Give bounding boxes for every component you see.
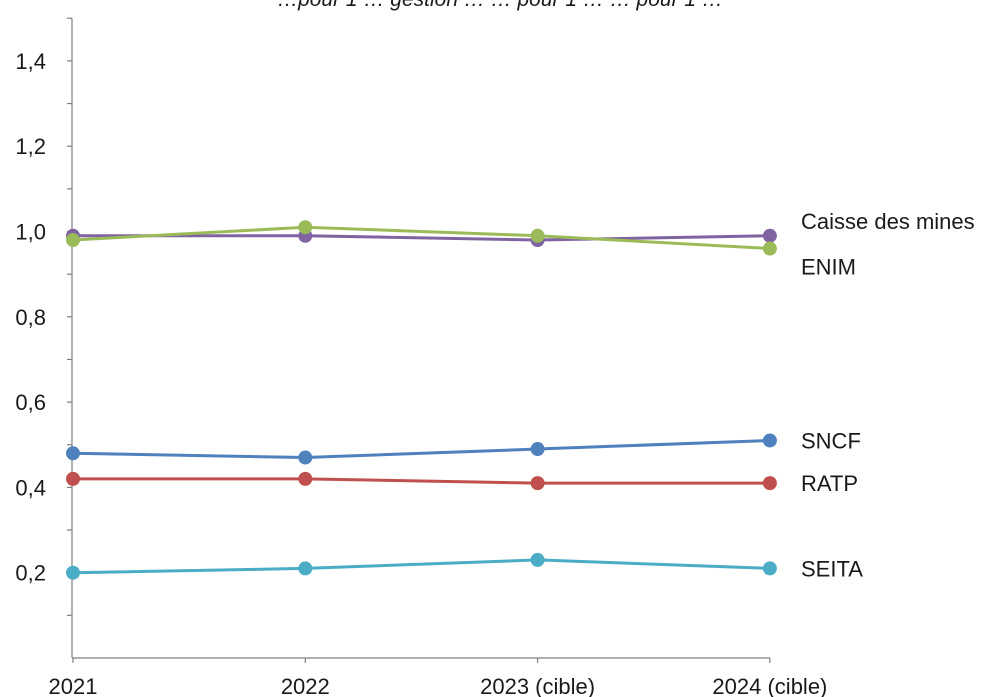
- y-tick-label: 0,6: [15, 390, 46, 415]
- data-point-ratp: [762, 476, 777, 491]
- series-line-sncf: [72, 438, 770, 460]
- series-label-caisse-des-mines: Caisse des mines: [801, 209, 975, 234]
- y-tick-label: 0,2: [15, 561, 46, 586]
- data-point-enim: [66, 233, 80, 248]
- series-line-ratp: [73, 477, 770, 485]
- chart-title: …pour 1 … gestion … … pour 1 … … pour 1 …: [277, 0, 723, 11]
- data-point-caisse-des-mines: [762, 228, 777, 243]
- y-tick-label: 1,2: [15, 134, 46, 159]
- x-tick-label: 2023 (cible): [480, 674, 595, 697]
- series-line-seita: [72, 558, 770, 575]
- x-tick-label: 2022: [281, 674, 330, 697]
- series-label-enim: ENIM: [801, 255, 856, 280]
- series-enim: [66, 220, 777, 256]
- series-line-enim: [72, 225, 770, 251]
- data-point-seita: [762, 561, 777, 576]
- y-tick-label: 0,8: [15, 305, 46, 330]
- series-sncf: [66, 433, 777, 465]
- x-tick-label: 2021: [49, 674, 98, 697]
- series-ratp: [66, 471, 777, 491]
- data-point-enim: [530, 228, 545, 243]
- data-point-sncf: [530, 442, 545, 457]
- data-point-seita: [298, 561, 313, 576]
- chart-axes: 0,2 0,4 0,6 0,8 1,0 1,2 1,4 2021 2022 2023 (cible…: [15, 17, 827, 697]
- series-line-caisse-des-mines: [73, 234, 770, 242]
- data-point-seita: [530, 552, 545, 567]
- y-tick-label: 1,0: [15, 220, 46, 245]
- data-point-enim: [762, 241, 777, 256]
- y-tick-label: 0,4: [15, 475, 46, 500]
- data-point-seita: [66, 565, 80, 580]
- data-point-sncf: [298, 450, 313, 465]
- series-label-sncf: SNCF: [801, 428, 861, 453]
- data-point-sncf: [762, 433, 777, 448]
- series-layer: [66, 220, 777, 580]
- y-tick-label: 1,4: [15, 49, 46, 74]
- data-point-ratp: [66, 471, 80, 486]
- x-tick-label: 2024 (cible): [712, 674, 827, 697]
- series-label-seita: SEITA: [801, 556, 863, 581]
- data-point-sncf: [66, 446, 80, 461]
- series-seita: [66, 552, 777, 580]
- series-labels: Caisse des mines ENIM SNCF RATP SEITA: [801, 209, 975, 582]
- data-point-ratp: [530, 476, 545, 491]
- series-label-ratp: RATP: [801, 471, 858, 496]
- data-point-enim: [298, 220, 313, 235]
- data-point-ratp: [298, 471, 313, 486]
